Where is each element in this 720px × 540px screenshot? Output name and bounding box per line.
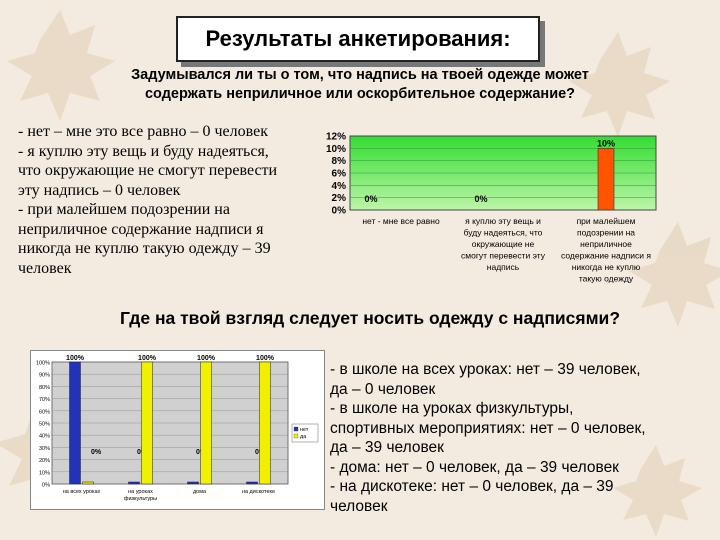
y-tick-label: 40% [39, 434, 50, 440]
answers-1-line: неприличное содержание надписи я [18, 220, 264, 238]
x-tick-label: я куплю эту вещь и [465, 216, 541, 226]
question-2: Где на твой взгляд следует носить одежду… [119, 308, 621, 328]
data-label: 100% [66, 355, 85, 362]
answers-2-line: человек [330, 497, 388, 515]
legend-swatch [293, 433, 299, 439]
x-tick-label: окружающие не [472, 239, 535, 249]
y-tick-label: 0% [332, 206, 347, 217]
slide-title: Результаты анкетирования: [176, 16, 540, 62]
bar [82, 481, 94, 485]
y-tick-label: 0% [42, 483, 50, 489]
data-label: 100% [138, 355, 157, 362]
bar [69, 361, 81, 485]
question-1-line: содержать неприличное или оскорбительное… [144, 86, 576, 102]
answers-1-line: - нет – мне это все равно – 0 человек [18, 123, 268, 140]
bar [597, 148, 615, 211]
x-tick-label: на всех уроках [63, 489, 101, 495]
answers-2-text: - в школе на всех уроках: нет – 39 челов… [330, 360, 715, 516]
bar [200, 361, 212, 485]
chart-1: 0%2%4%6%8%10%12%0%нет - мне все равно0%я… [326, 132, 657, 284]
answers-2-line: - в школе на уроках физкультуры, [330, 400, 574, 417]
x-tick-label: надпись [487, 262, 520, 272]
answers-2-line: да – 39 человек [330, 439, 444, 456]
answers-1-line: - я куплю эту вещь и буду надеяться, [18, 142, 269, 160]
y-tick-label: 6% [332, 169, 347, 180]
x-tick-label: на уроках [128, 489, 153, 495]
y-tick-label: 70% [39, 397, 50, 403]
y-tick-label: 10% [326, 144, 346, 155]
legend-box [291, 423, 319, 443]
y-tick-label: 12% [326, 132, 346, 143]
bar [187, 481, 199, 485]
bar [246, 481, 258, 485]
y-tick-label: 100% [36, 361, 50, 367]
y-tick-label: 50% [39, 422, 50, 428]
y-tick-label: 30% [39, 446, 50, 452]
bar [128, 481, 140, 485]
y-tick-label: 2% [332, 193, 347, 204]
x-tick-label: неприличное [580, 239, 632, 249]
y-tick-label: 4% [332, 181, 347, 192]
data-label: 0% [474, 194, 487, 204]
x-tick-label: физкультуры [124, 496, 157, 502]
x-tick-label: содержание надписи я [561, 251, 651, 261]
x-tick-label: никогда не куплю [572, 262, 641, 272]
y-tick-label: 60% [39, 409, 50, 415]
legend-swatch [293, 426, 299, 432]
bar [259, 361, 271, 485]
answers-2-line: - дома: нет – 0 человек, да – 39 человек [330, 458, 619, 476]
answers-1-line: никогда не куплю такую одежду – 39 [18, 240, 271, 257]
data-label: 100% [197, 355, 216, 362]
question-1: Задумывался ли ты о том, что надпись на … [60, 66, 660, 104]
answers-2-line: - на дискотеке: нет – 0 человек, да – 39 [330, 478, 614, 495]
data-label: 0% [91, 449, 102, 456]
legend-label: да [300, 434, 307, 440]
answers-2-line: спортивных мероприятиях: нет – 0 человек… [330, 419, 646, 437]
answers-2-line: - в школе на всех уроках: нет – 39 челов… [330, 361, 641, 378]
answers-1-line: - при малейшем подозрении на [18, 201, 230, 218]
x-tick-label: смогут перевести эту [461, 251, 546, 261]
x-tick-label: дома [193, 489, 207, 495]
x-tick-label: на дискотеке [242, 489, 275, 495]
x-tick-label: подозрении на [577, 228, 635, 238]
bar [141, 361, 153, 485]
data-label: 100% [256, 355, 275, 362]
chart-2: 0% 10% 20% 30% 40% 50% 60% 70% 80% 90% 100% 100% 0% н… [30, 350, 325, 510]
y-tick-label: 8% [332, 156, 347, 167]
answers-1-line: эту надпись – 0 человек [18, 181, 181, 199]
y-tick-label: 20% [39, 458, 50, 464]
answers-1-line: человек [18, 259, 72, 277]
x-tick-label: такую одежду [579, 274, 634, 284]
x-tick-label: буду надеяться, что [464, 228, 543, 238]
answers-2-line: да – 0 человек [330, 380, 436, 398]
question-1-line: Задумывался ли ты о том, что надпись на … [131, 67, 589, 83]
answers-1-line: что окружающие не смогут перевести [18, 162, 278, 179]
y-tick-label: 80% [39, 385, 50, 391]
data-label: 0% [364, 194, 377, 204]
y-tick-label: 90% [39, 373, 50, 379]
data-label: 10% [597, 138, 615, 148]
y-tick-label: 10% [39, 470, 50, 476]
x-tick-label: при малейшем [577, 216, 636, 226]
x-tick-label: нет - мне все равно [362, 216, 440, 226]
legend-label: нет [300, 427, 309, 433]
answers-1-text: - нет – мне это все равно – 0 человек - … [18, 122, 318, 278]
